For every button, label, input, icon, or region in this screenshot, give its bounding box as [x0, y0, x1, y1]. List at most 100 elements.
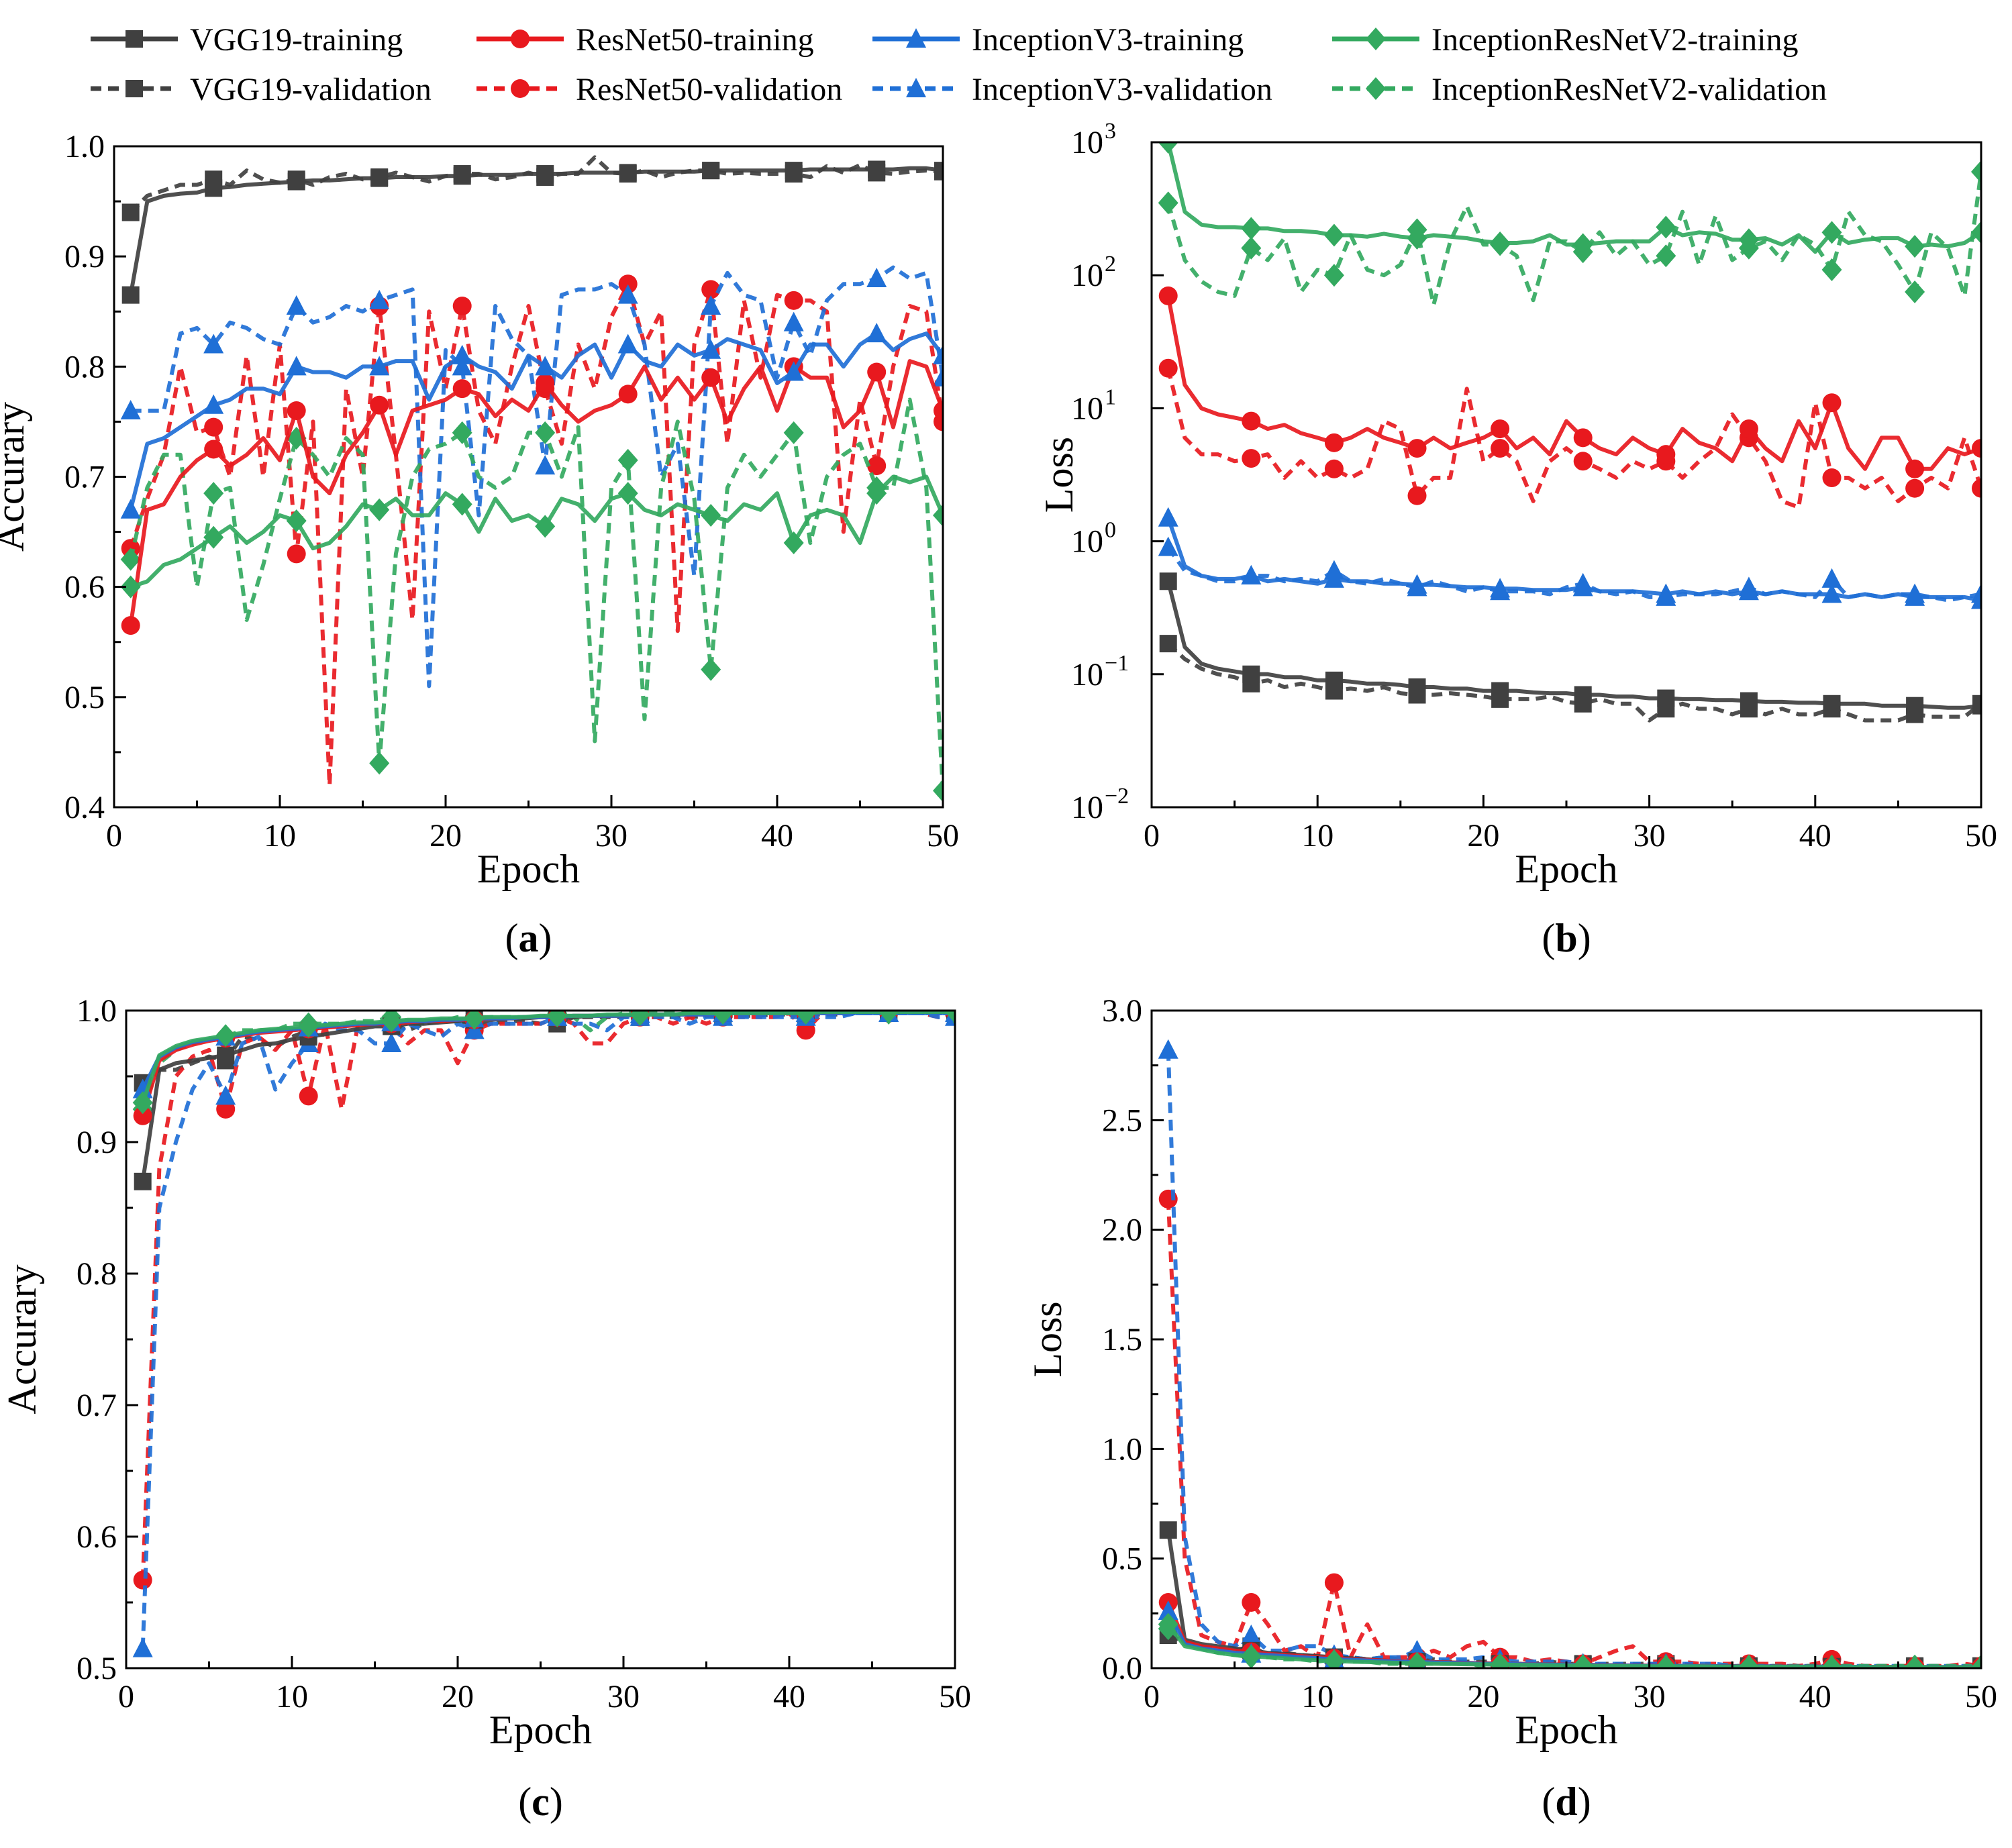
series-line-resnet50-validation — [1166, 368, 1981, 509]
data-point-inceptionv3-validation — [783, 311, 804, 331]
data-point-inceptionresnetv2-training — [783, 531, 804, 554]
y-tick-label: 0.8 — [77, 1256, 117, 1292]
data-point-resnet50-validation — [452, 297, 472, 316]
data-point-inceptionv3-training — [1407, 574, 1427, 594]
legend-label: InceptionV3-training — [972, 22, 1244, 58]
data-point-inceptionv3-validation — [381, 1033, 402, 1052]
data-point-inceptionresnetv2-training — [878, 1011, 899, 1023]
data-point-inceptionv3-validation — [866, 268, 887, 287]
y-tick-exponent: 1 — [1105, 384, 1116, 409]
x-tick-label: 0 — [118, 1679, 134, 1714]
data-point-inceptionv3-validation — [535, 455, 556, 475]
y-tick-label: 0.4 — [64, 790, 105, 825]
x-tick-label: 10 — [276, 1679, 308, 1714]
series-line-resnet50-validation — [128, 282, 943, 788]
x-tick-label: 30 — [1633, 818, 1666, 854]
data-point-resnet50-training — [536, 373, 555, 393]
series-line-inceptionresnetv2-training — [1166, 142, 1981, 254]
y-tick-label: 0.7 — [64, 460, 105, 495]
legend-item-inceptionresnetv2-training: InceptionResNetV2-training — [1332, 22, 1799, 58]
data-point-inceptionv3-validation — [617, 284, 638, 304]
legend-label: VGG19-training — [190, 22, 403, 58]
data-point-vgg19-training — [1325, 671, 1343, 689]
x-tick-label: 10 — [264, 818, 296, 854]
x-tick-label: 0 — [106, 818, 122, 854]
x-tick-label: 50 — [927, 818, 959, 854]
data-point-vgg19-training — [217, 1046, 235, 1064]
data-point-inceptionresnetv2-training — [945, 1011, 955, 1023]
y-tick-label: 1.5 — [1102, 1322, 1142, 1357]
series-line-resnet50-training — [128, 359, 943, 626]
y-tick-label: 0.9 — [64, 239, 105, 274]
series-line-inceptionresnetv2-validation — [128, 397, 943, 791]
data-point-inceptionv3-training — [1158, 1600, 1178, 1621]
data-point-inceptionv3-validation — [933, 366, 943, 387]
panel-label: (b) — [1542, 916, 1591, 960]
data-point-inceptionv3-training — [1323, 568, 1344, 588]
data-point-vgg19-training — [536, 165, 554, 183]
y-tick-label: 3.0 — [1102, 993, 1142, 1029]
legend-marker-triangle — [906, 78, 926, 97]
panel-label: (c) — [518, 1780, 563, 1824]
data-point-resnet50-validation — [784, 291, 803, 310]
series-group — [132, 1011, 955, 1657]
chart-panel-a: 0 10 20 30 40 50 0.4 0.5 0.6 0.7 0.8 0.9 1.0 Epoch Acc… — [0, 129, 959, 960]
data-point-inceptionv3-training — [783, 361, 804, 381]
data-point-vgg19-training — [1159, 572, 1177, 591]
y-tick-label: 2.5 — [1102, 1102, 1142, 1138]
data-point-inceptionresnetv2-training — [795, 1011, 816, 1025]
y-tick-label: 0.5 — [64, 680, 105, 715]
y-tick-label: 10 — [1071, 258, 1103, 293]
data-point-inceptionv3-training — [1241, 565, 1262, 585]
data-point-inceptionresnetv2-validation — [701, 658, 721, 681]
data-point-resnet50-training — [1656, 445, 1676, 464]
data-point-resnet50-training — [867, 362, 887, 382]
legend-marker-square — [125, 30, 143, 48]
data-point-resnet50-training — [1324, 433, 1344, 452]
data-point-inceptionresnetv2-training — [713, 1011, 734, 1025]
x-tick-label: 0 — [1144, 1679, 1160, 1714]
data-point-inceptionresnetv2-training — [120, 575, 141, 599]
x-tick-label: 40 — [761, 818, 793, 854]
y-tick-exponent: 2 — [1105, 252, 1116, 276]
y-tick-label: 0.6 — [64, 570, 105, 605]
data-point-inceptionresnetv2-training — [1905, 235, 1925, 258]
x-tick-label: 20 — [1467, 818, 1499, 854]
data-point-inceptionresnetv2-training — [1490, 1653, 1511, 1668]
legend-item-resnet50-training: ResNet50-training — [476, 22, 814, 58]
series-line-vgg19-training — [140, 1011, 955, 1182]
x-tick-label: 10 — [1301, 1679, 1334, 1714]
legend-label: InceptionResNetV2-training — [1431, 22, 1799, 58]
data-point-vgg19-validation — [1159, 635, 1177, 653]
data-point-resnet50-training — [1491, 419, 1510, 439]
panel-label: (a) — [505, 916, 552, 960]
legend: VGG19-training ResNet50-training Inception… — [91, 22, 1827, 107]
series-line-inceptionv3-training — [128, 331, 943, 511]
data-point-inceptionv3-training — [535, 356, 556, 376]
data-point-inceptionresnetv2-training — [1241, 217, 1262, 240]
data-point-inceptionresnetv2-training — [1323, 1649, 1344, 1668]
x-tick-label: 40 — [1799, 818, 1831, 854]
data-point-vgg19-training — [1159, 1521, 1177, 1539]
data-point-inceptionv3-training — [866, 323, 887, 343]
y-axis-title: Loss — [1037, 437, 1081, 513]
data-point-resnet50-training — [1739, 419, 1758, 439]
data-point-resnet50-training — [1972, 439, 1981, 458]
series-line-resnet50-validation — [1166, 1198, 1981, 1668]
data-point-vgg19-training — [934, 162, 943, 180]
data-point-inceptionresnetv2-validation — [1241, 236, 1262, 260]
x-tick-label: 0 — [1144, 818, 1160, 854]
data-point-vgg19-training — [1972, 697, 1981, 715]
x-axis-title: Epoch — [1515, 1708, 1617, 1752]
data-point-resnet50-validation — [1158, 358, 1178, 378]
series-line-inceptionv3-validation — [130, 265, 943, 688]
legend-item-resnet50-validation: ResNet50-validation — [476, 72, 842, 107]
x-tick-label: 30 — [1633, 1679, 1666, 1714]
y-tick-label: 10 — [1071, 657, 1103, 692]
data-point-inceptionv3-validation — [132, 1637, 153, 1657]
data-point-resnet50-training — [1573, 428, 1593, 448]
data-point-inceptionv3-validation — [203, 333, 224, 354]
data-point-vgg19-training — [1242, 665, 1260, 683]
data-point-inceptionv3-validation — [369, 289, 390, 309]
